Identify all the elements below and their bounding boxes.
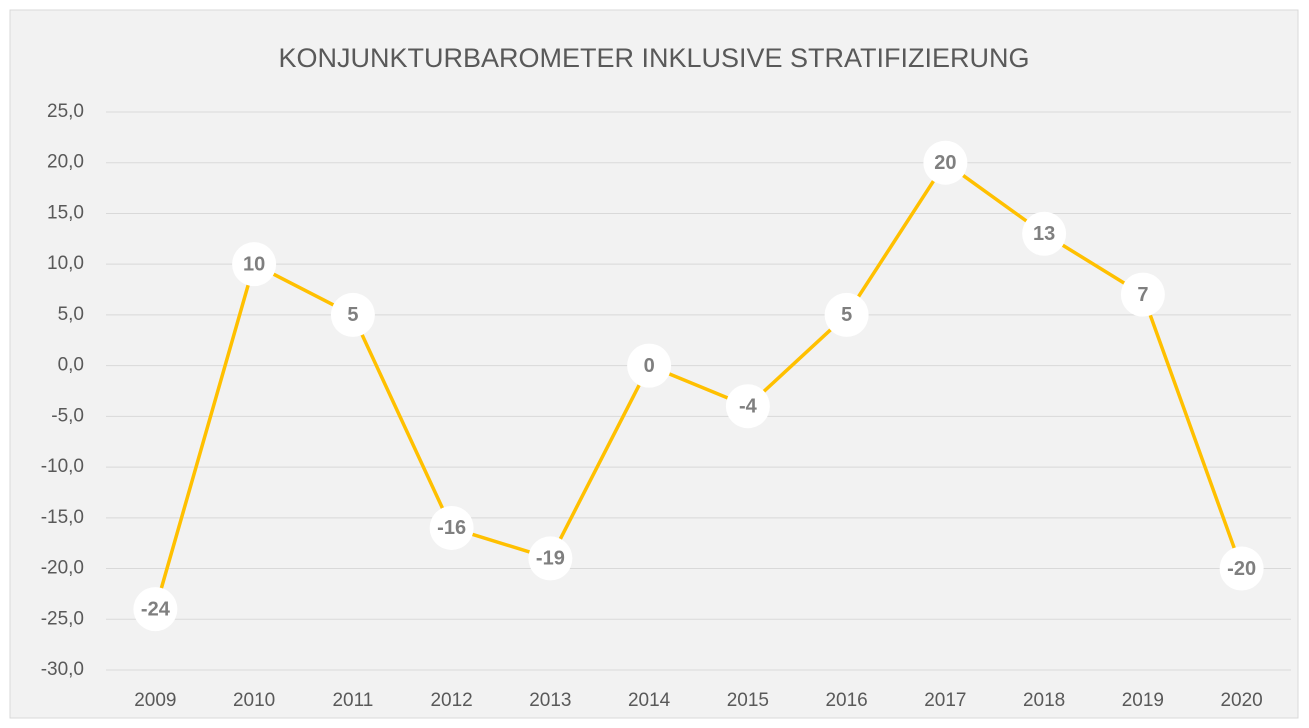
y-tick-label: 15,0 <box>47 202 84 223</box>
x-tick-label: 2018 <box>1023 690 1065 711</box>
data-label-bubble <box>133 587 178 632</box>
x-tick-label: 2011 <box>332 690 373 711</box>
y-tick-label: 10,0 <box>47 253 84 274</box>
y-tick-label: -25,0 <box>41 608 84 629</box>
data-label-bubble <box>923 140 968 185</box>
x-tick-label: 2014 <box>628 690 671 711</box>
y-tick-label: 5,0 <box>58 304 84 325</box>
data-label-bubble <box>232 242 277 287</box>
y-tick-label: 25,0 <box>47 101 84 122</box>
y-tick-label: -20,0 <box>41 558 84 579</box>
data-label: -24 <box>141 598 171 620</box>
y-tick-label: -30,0 <box>41 659 84 680</box>
x-tick-label: 2020 <box>1220 690 1262 711</box>
data-label-bubble <box>627 343 672 388</box>
data-label-bubble <box>725 384 770 429</box>
x-tick-label: 2019 <box>1122 690 1164 711</box>
data-label: 0 <box>644 355 655 377</box>
y-tick-label: 20,0 <box>47 152 84 173</box>
data-label-bubble <box>1219 546 1264 591</box>
data-label-bubble <box>1120 272 1165 317</box>
x-tick-label: 2012 <box>430 690 472 711</box>
data-label: -4 <box>739 395 758 417</box>
data-label: -20 <box>1227 558 1256 580</box>
data-label: 5 <box>841 304 852 326</box>
data-label-bubble <box>1022 211 1067 256</box>
data-label-bubble <box>824 292 869 337</box>
data-label-bubble <box>528 536 573 581</box>
y-tick-label: 0,0 <box>58 355 84 376</box>
x-tick-label: 2009 <box>134 690 176 711</box>
chart-title: KONJUNKTURBAROMETER INKLUSIVE STRATIFIZI… <box>278 43 1029 73</box>
x-tick-label: 2010 <box>233 690 275 711</box>
data-label: 13 <box>1033 223 1055 245</box>
x-tick-label: 2015 <box>727 690 769 711</box>
data-label-bubble <box>429 505 474 550</box>
x-tick-label: 2013 <box>529 690 571 711</box>
data-label-bubble <box>330 292 375 337</box>
y-tick-label: -10,0 <box>41 456 84 477</box>
y-tick-label: -5,0 <box>51 405 84 426</box>
y-tick-label: -15,0 <box>41 507 84 528</box>
data-label: 20 <box>934 152 956 174</box>
x-tick-label: 2017 <box>924 690 966 711</box>
data-label: 5 <box>347 304 358 326</box>
data-label: 10 <box>243 253 265 275</box>
data-label: -19 <box>536 548 565 570</box>
x-tick-label: 2016 <box>825 690 867 711</box>
data-label: -16 <box>437 517 466 539</box>
data-label: 7 <box>1137 284 1148 306</box>
